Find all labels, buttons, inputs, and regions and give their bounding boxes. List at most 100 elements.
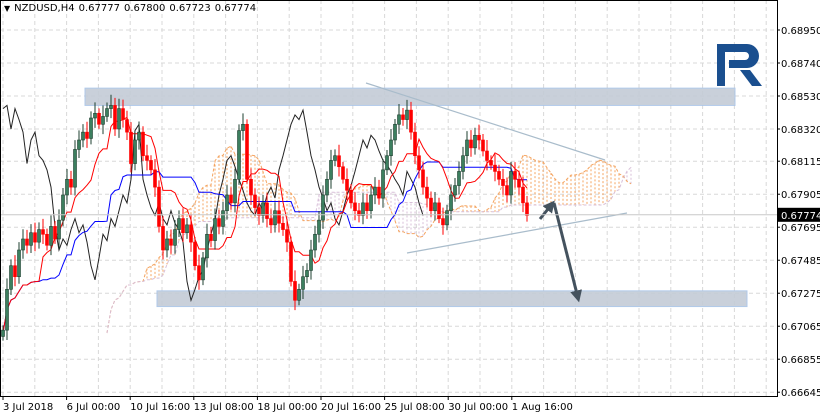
candle-bearish: [337, 155, 341, 168]
candle-bearish: [169, 238, 173, 246]
x-tick-label: 25 Jul 08:00: [385, 402, 445, 413]
candle-bullish: [333, 155, 337, 161]
candle-bullish: [325, 178, 329, 196]
candle-bullish: [233, 178, 237, 204]
candle-bullish: [329, 160, 333, 180]
candle-bullish: [221, 210, 225, 227]
support-resistance-zone: [156, 290, 748, 308]
candle-bullish: [509, 171, 513, 196]
candle-bearish: [161, 226, 165, 251]
candle-bearish: [157, 186, 161, 227]
y-tick-label: 0.66645: [781, 388, 820, 399]
candle-bearish: [277, 210, 281, 224]
candle-bearish: [425, 186, 429, 199]
candle-bullish: [201, 257, 205, 281]
candle-bearish: [489, 160, 493, 166]
candle-bullish: [73, 149, 77, 188]
candle-bearish: [33, 232, 37, 243]
y-tick-label: 0.67485: [781, 256, 820, 267]
candle-bearish: [441, 218, 445, 226]
y-tick-label: 0.68115: [781, 157, 820, 168]
candle-bearish: [129, 131, 133, 164]
candle-bullish: [369, 194, 373, 212]
candle-bearish: [485, 150, 489, 161]
senkou-span-b-line: [106, 166, 632, 334]
candle-bullish: [237, 130, 241, 180]
x-tick-label: 30 Jul 00:00: [448, 402, 508, 413]
candle-bullish: [49, 226, 53, 246]
trendline-lower: [406, 212, 628, 254]
candle-bullish: [309, 249, 313, 271]
candle-bullish: [9, 265, 13, 290]
candle-bullish: [225, 194, 229, 212]
candle-bullish: [173, 229, 177, 246]
y-tick-label: 0.68740: [781, 59, 820, 70]
candle-bearish: [469, 139, 473, 149]
candle-bearish: [281, 222, 285, 230]
tenkan-sen-line: [2, 116, 528, 334]
candle-bullish: [373, 186, 377, 196]
candle-bearish: [521, 186, 525, 204]
candle-bearish: [149, 160, 153, 171]
candle-bearish: [153, 169, 157, 188]
current-price-tag: [778, 207, 820, 222]
candle-bullish: [305, 270, 309, 278]
candle-bullish: [5, 288, 9, 331]
roboforex-logo: [717, 44, 762, 86]
y-tick-label: 0.66855: [781, 355, 820, 366]
candle-bearish: [145, 155, 149, 161]
candle-bullish: [81, 131, 85, 141]
candle-bullish: [101, 116, 105, 125]
candle-bearish: [269, 218, 273, 226]
candle-bullish: [37, 229, 41, 243]
candle-bearish: [113, 105, 117, 130]
candle-bullish: [133, 139, 137, 164]
close-value: 0.67774: [214, 3, 257, 14]
candle-bullish: [61, 194, 65, 221]
logo-r-shape: [717, 44, 759, 86]
candle-bullish: [321, 194, 325, 221]
y-tick-label: 0.67905: [781, 190, 820, 201]
candle-bearish: [401, 114, 405, 120]
candle-bullish: [445, 210, 449, 226]
candle-bearish: [69, 178, 73, 188]
candle-bullish: [433, 202, 437, 212]
candle-bearish: [481, 139, 485, 152]
candle-bearish: [141, 131, 145, 157]
candle-bearish: [293, 281, 297, 301]
candle-bearish: [97, 112, 101, 125]
candle-bullish: [361, 202, 365, 216]
candle-bullish: [29, 232, 33, 246]
x-tick-label: 13 Jul 08:00: [194, 402, 254, 413]
candle-bearish: [497, 171, 501, 180]
candle-bullish: [297, 288, 301, 301]
current-price-label: 0.67774: [781, 211, 820, 222]
candle-bullish: [261, 202, 265, 216]
candle-bearish: [349, 189, 353, 204]
candle-bullish: [21, 238, 25, 251]
y-tick-label: 0.67695: [781, 223, 820, 234]
x-tick-label: 20 Jul 16:00: [321, 402, 381, 413]
candle-bearish: [181, 218, 185, 234]
candle-bearish: [125, 119, 129, 133]
candle-bearish: [45, 233, 49, 246]
candle-bullish: [165, 238, 169, 251]
candle-bullish: [465, 139, 469, 157]
triangle-down-icon[interactable]: ▼: [4, 4, 11, 13]
arrow-up-icon: [538, 200, 555, 220]
candle-bearish: [53, 226, 57, 240]
candle-bearish: [41, 229, 45, 235]
candle-bullish: [317, 219, 321, 235]
candle-bearish: [245, 123, 249, 180]
candle-bullish: [213, 218, 217, 241]
candle-bearish: [197, 265, 201, 281]
candle-bullish: [461, 155, 465, 172]
candle-bullish: [57, 219, 61, 240]
candle-bearish: [229, 194, 233, 204]
chart-header: ▼ NZDUSD,H4 0.67777 0.67800 0.67723 0.67…: [4, 3, 256, 14]
symbol-label: NZDUSD,H4: [14, 3, 75, 14]
candle-bearish: [121, 108, 125, 120]
candle-bearish: [85, 131, 89, 139]
